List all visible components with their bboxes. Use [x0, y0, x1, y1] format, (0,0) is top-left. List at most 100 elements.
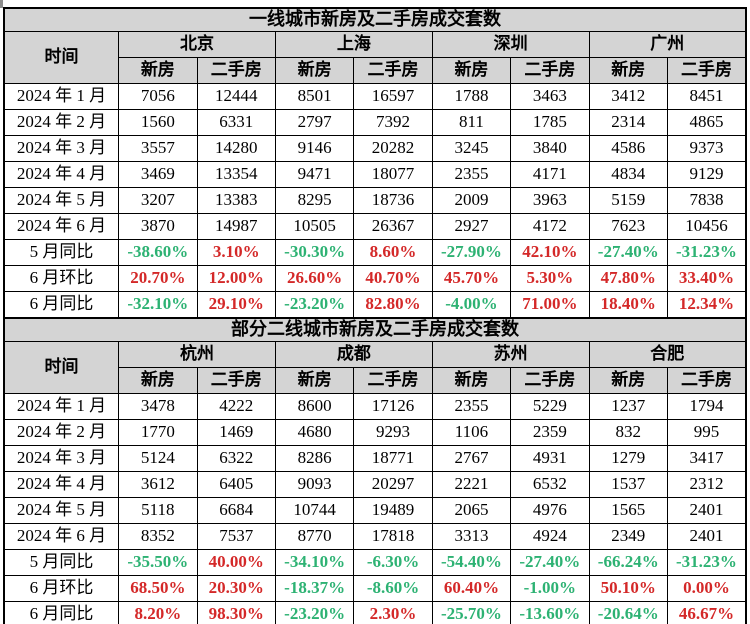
data-cell: 995 — [666, 419, 747, 446]
data-cell: 1794 — [666, 393, 747, 420]
tier2-cities-table: 部分二线城市新房及二手房成交套数 时间 杭州 成都 苏州 合肥 新房 二手房 新房 二手房 新房 二手… — [3, 317, 747, 624]
data-cell: 9129 — [666, 161, 747, 188]
data-cell: 6331 — [196, 109, 276, 136]
subcolumn-header: 新房 — [431, 57, 512, 84]
percentage-cell: -1.00% — [510, 575, 590, 602]
table-header-row-subcolumns: 新房 二手房 新房 二手房 新房 二手房 新房 二手房 — [4, 57, 747, 84]
percentage-cell: -27.90% — [431, 239, 512, 266]
data-cell: 8600 — [274, 393, 355, 420]
percentage-cell: 12.34% — [666, 291, 747, 319]
tier1-cities-table-body: 一线城市新房及二手房成交套数 时间 北京 上海 深圳 广州 新房 二手房 新房 二手房 新房 二手房新… — [3, 7, 747, 319]
data-cell: 3557 — [118, 135, 198, 162]
row-label: 2024 年 3 月 — [3, 445, 120, 472]
percentage-cell: 47.80% — [588, 265, 668, 292]
data-cell: 6532 — [510, 471, 590, 498]
table-row-percentage: 5 月同比 -38.60% 3.10% -30.30% 8.60% -27.90% 42.1… — [3, 239, 747, 266]
data-cell: 7623 — [588, 213, 668, 240]
row-label: 5 月同比 — [3, 549, 120, 576]
subcolumn-header: 二手房 — [666, 57, 747, 84]
data-cell: 20297 — [353, 471, 433, 498]
row-label: 6 月同比 — [3, 601, 120, 624]
data-cell: 10505 — [274, 213, 355, 240]
time-column-header: 时间 — [3, 31, 120, 84]
percentage-cell: -25.70% — [431, 601, 512, 624]
table-row: 2024 年 5 月 5118 6684 10744 19489 2065 4976 1565… — [3, 497, 747, 524]
row-label: 2024 年 6 月 — [3, 523, 120, 550]
subcolumn-header: 二手房 — [353, 57, 433, 84]
subcolumn-header: 新房 — [118, 57, 198, 84]
data-cell: 9093 — [274, 471, 355, 498]
subcolumn-header: 二手房 — [510, 367, 590, 394]
data-cell: 3469 — [118, 161, 198, 188]
data-cell: 3417 — [666, 445, 747, 472]
data-cell: 1279 — [588, 445, 668, 472]
percentage-cell: 50.10% — [588, 575, 668, 602]
table-row: 2024 年 4 月 3612 6405 9093 20297 2221 6532 1537 2… — [3, 471, 747, 498]
percentage-cell: 60.40% — [431, 575, 512, 602]
table-row: 2024 年 1 月 3478 4222 8600 17126 2355 5229 1237 1… — [3, 393, 747, 420]
data-cell: 3412 — [588, 83, 668, 110]
percentage-cell: -27.40% — [510, 549, 590, 576]
table-title-row: 一线城市新房及二手房成交套数 — [3, 7, 747, 32]
data-cell: 3207 — [118, 187, 198, 214]
percentage-cell: 40.00% — [196, 549, 276, 576]
data-cell: 4222 — [196, 393, 276, 420]
data-cell: 2349 — [588, 523, 668, 550]
table-row-percentage: 6 月环比 68.50% 20.30% -18.37% -8.60% 60.40% -1.0… — [3, 575, 747, 602]
data-cell: 1106 — [431, 419, 512, 446]
data-cell: 3963 — [510, 187, 590, 214]
percentage-cell: -13.60% — [510, 601, 590, 624]
subcolumn-header: 二手房 — [510, 57, 590, 84]
percentage-cell: 12.00% — [196, 265, 276, 292]
percentage-cell: -20.64% — [588, 601, 668, 624]
data-cell: 12444 — [196, 83, 276, 110]
table-row-percentage: 6 月同比 8.20% 98.30% -23.20% 2.30% -25.70% -13.6… — [3, 601, 747, 624]
subcolumn-header: 二手房 — [353, 367, 433, 394]
data-cell: 2927 — [431, 213, 512, 240]
data-cell: 1788 — [431, 83, 512, 110]
data-cell: 2221 — [431, 471, 512, 498]
data-cell: 3870 — [118, 213, 198, 240]
percentage-cell: -8.60% — [353, 575, 433, 602]
data-cell: 8501 — [274, 83, 355, 110]
percentage-cell: -31.23% — [666, 549, 747, 576]
percentage-cell: -34.10% — [274, 549, 355, 576]
table-row: 2024 年 6 月 3870 14987 10505 26367 2927 4172 762… — [3, 213, 747, 240]
percentage-cell: -6.30% — [353, 549, 433, 576]
data-cell: 4586 — [588, 135, 668, 162]
table-title-row: 部分二线城市新房及二手房成交套数 — [3, 317, 747, 342]
data-cell: 1785 — [510, 109, 590, 136]
percentage-cell: -38.60% — [118, 239, 198, 266]
data-cell: 9471 — [274, 161, 355, 188]
data-cell: 14280 — [196, 135, 276, 162]
percentage-cell: 82.80% — [353, 291, 433, 319]
table-row: 2024 年 5 月 3207 13383 8295 18736 2009 3963 5159… — [3, 187, 747, 214]
row-label: 2024 年 2 月 — [3, 419, 120, 446]
percentage-cell: 20.30% — [196, 575, 276, 602]
data-cell: 13383 — [196, 187, 276, 214]
table-row-percentage: 6 月环比 20.70% 12.00% 26.60% 40.70% 45.70% 5.30%… — [3, 265, 747, 292]
percentage-cell: -66.24% — [588, 549, 668, 576]
data-cell: 17818 — [353, 523, 433, 550]
row-label: 2024 年 4 月 — [3, 161, 120, 188]
data-cell: 5124 — [118, 445, 198, 472]
data-cell: 4171 — [510, 161, 590, 188]
data-cell: 4865 — [666, 109, 747, 136]
subcolumn-header: 新房 — [588, 57, 668, 84]
data-cell: 1565 — [588, 497, 668, 524]
data-cell: 8295 — [274, 187, 355, 214]
data-cell: 4680 — [274, 419, 355, 446]
data-cell: 6322 — [196, 445, 276, 472]
table-row: 2024 年 2 月 1560 6331 2797 7392 811 1785 2314 486… — [3, 109, 747, 136]
percentage-cell: 45.70% — [431, 265, 512, 292]
data-cell: 2314 — [588, 109, 668, 136]
table-row: 2024 年 2 月 1770 1469 4680 9293 1106 2359 832 995 — [3, 419, 747, 446]
time-column-header: 时间 — [3, 341, 120, 394]
subcolumn-header: 新房 — [274, 367, 355, 394]
percentage-cell: 33.40% — [666, 265, 747, 292]
data-cell: 3612 — [118, 471, 198, 498]
data-cell: 2065 — [431, 497, 512, 524]
subcolumn-header: 二手房 — [196, 367, 276, 394]
table-header-row-cities: 时间 杭州 成都 苏州 合肥 — [3, 341, 747, 394]
table-title: 部分二线城市新房及二手房成交套数 — [3, 317, 747, 342]
